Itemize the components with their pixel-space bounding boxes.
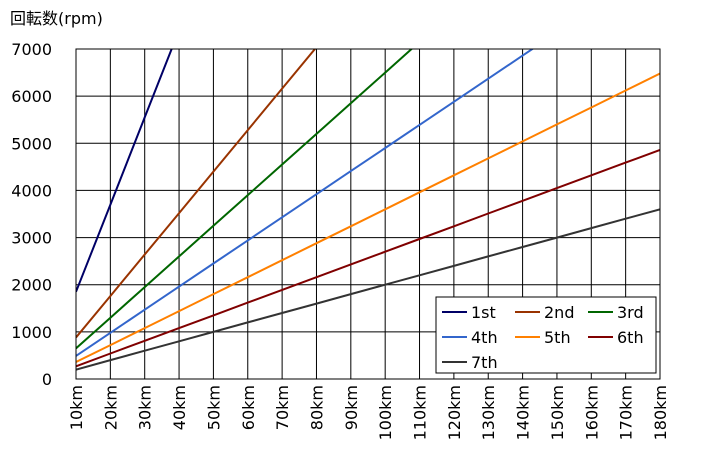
- series-line-1st: [76, 49, 173, 293]
- x-tick-label: 100km: [376, 385, 395, 440]
- y-tick-label: 7000: [11, 40, 52, 59]
- series-line-4th: [76, 49, 535, 357]
- x-tick-label: 180km: [651, 385, 670, 440]
- y-tick-label: 5000: [11, 134, 52, 153]
- y-tick-label: 4000: [11, 181, 52, 200]
- x-tick-label: 50km: [204, 385, 223, 430]
- x-tick-label: 90km: [342, 385, 361, 430]
- axes: 0 1000 2000 3000 4000 5000 6000 7000 10km 20km 30k…: [11, 40, 670, 440]
- x-tick-label: 140km: [514, 385, 533, 440]
- legend-label: 3rd: [617, 303, 644, 322]
- y-tick-label: 6000: [11, 87, 52, 106]
- x-tick-label: 80km: [307, 385, 326, 430]
- x-tick-label: 160km: [582, 385, 601, 440]
- x-tick-label: 150km: [548, 385, 567, 440]
- x-tick-label: 20km: [101, 385, 120, 430]
- x-tick-label: 120km: [445, 385, 464, 440]
- plot-border: [75, 48, 661, 380]
- x-tick-label: 10km: [67, 385, 86, 430]
- y-tick-label: 0: [42, 370, 52, 389]
- x-tick-label: 70km: [273, 385, 292, 430]
- y-axis-label: 回転数(rpm): [10, 9, 103, 28]
- x-tick-label: 60km: [239, 385, 258, 430]
- series-line-7th: [76, 208, 660, 371]
- series-line-3rd: [76, 49, 414, 350]
- x-tick-label: 30km: [136, 385, 155, 430]
- y-tick-label: 3000: [11, 229, 52, 248]
- legend: 1st 2nd 3rd 4th 5th 6th 7th: [435, 296, 657, 374]
- series-lines: [76, 49, 660, 371]
- legend-label: 6th: [617, 328, 644, 347]
- x-tick-label: 170km: [617, 385, 636, 440]
- series-line-5th: [76, 72, 660, 363]
- x-tick-label: 110km: [411, 385, 430, 440]
- y-tick-label: 2000: [11, 276, 52, 295]
- legend-label: 5th: [544, 328, 571, 347]
- series-line-2nd: [76, 49, 317, 339]
- series-line-6th: [76, 148, 660, 368]
- y-tick-label: 1000: [11, 323, 52, 342]
- legend-label: 7th: [471, 353, 498, 372]
- legend-label: 1st: [471, 303, 496, 322]
- legend-label: 2nd: [544, 303, 574, 322]
- x-tick-label: 130km: [479, 385, 498, 440]
- legend-label: 4th: [471, 328, 498, 347]
- x-tick-label: 40km: [170, 385, 189, 430]
- legend-box: [435, 296, 657, 374]
